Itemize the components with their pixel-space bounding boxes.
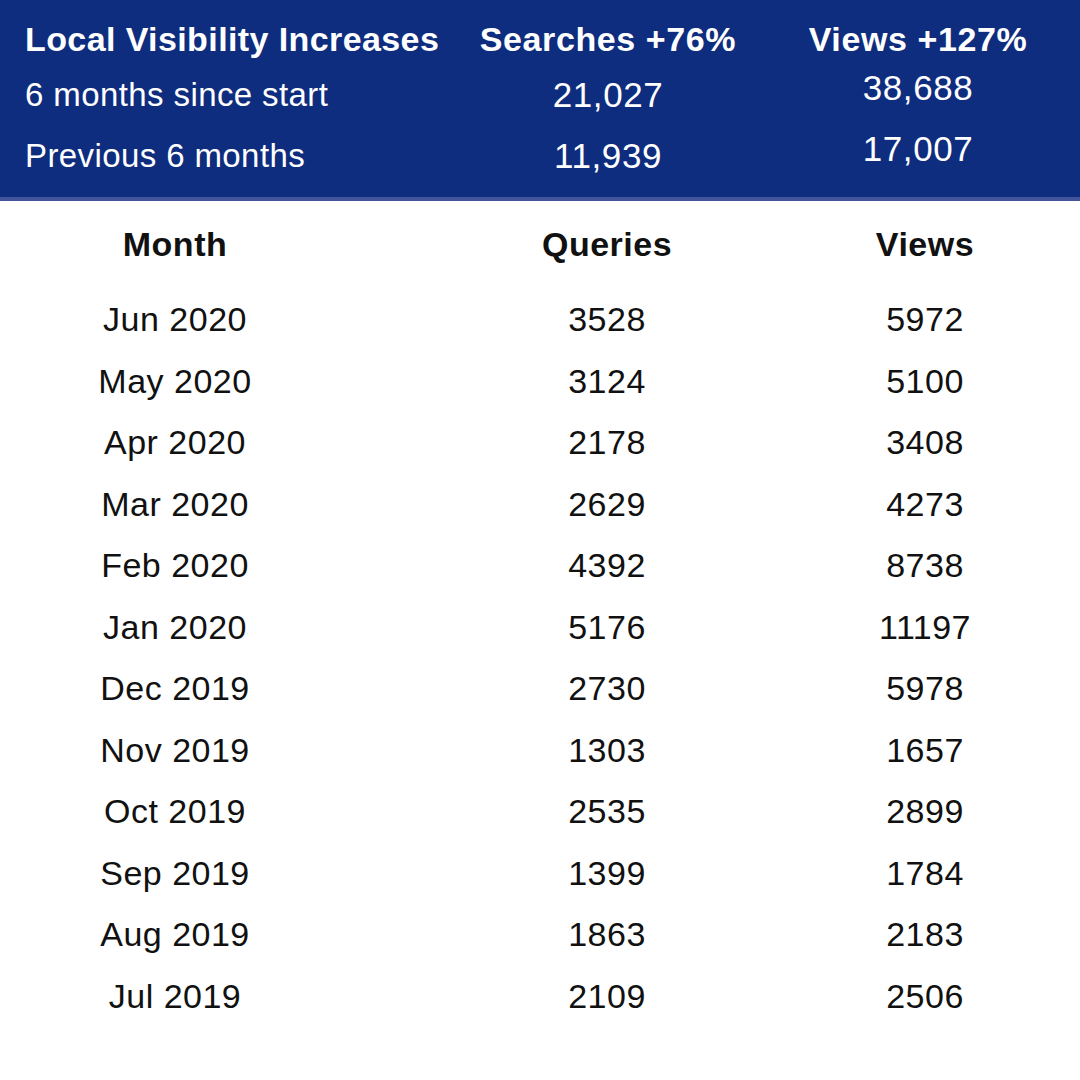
column-header-views: Views xyxy=(864,225,986,264)
summary-searches-value: 11,939 xyxy=(410,136,806,176)
month-cell: Sep 2019 xyxy=(0,854,350,893)
views-cell: 2506 xyxy=(864,977,986,1016)
month-cell: Mar 2020 xyxy=(0,485,350,524)
summary-row-since-start: 6 months since start 21,027 38,688 xyxy=(0,64,1080,125)
summary-row-label: 6 months since start xyxy=(0,76,410,114)
month-cell: May 2020 xyxy=(0,362,350,401)
searches-increase-header: Searches +76% xyxy=(410,20,806,59)
table-row: Oct 2019 2535 2899 xyxy=(0,781,1080,843)
table-row: Jul 2019 2109 2506 xyxy=(0,966,1080,1028)
month-cell: Jun 2020 xyxy=(0,300,350,339)
summary-title: Local Visibility Increases xyxy=(0,20,410,59)
queries-cell: 1399 xyxy=(350,854,864,893)
monthly-table: Month Queries Views Jun 2020 3528 5972 M… xyxy=(0,213,1080,1027)
table-row: Dec 2019 2730 5978 xyxy=(0,658,1080,720)
views-cell: 4273 xyxy=(864,485,986,524)
summary-row-previous: Previous 6 months 11,939 17,007 xyxy=(0,125,1080,186)
table-row: Jan 2020 5176 11197 xyxy=(0,597,1080,659)
queries-cell: 2109 xyxy=(350,977,864,1016)
views-cell: 1784 xyxy=(864,854,986,893)
queries-cell: 5176 xyxy=(350,608,864,647)
queries-cell: 2629 xyxy=(350,485,864,524)
views-cell: 11197 xyxy=(864,608,986,647)
views-increase-header: Views +127% xyxy=(806,20,1030,59)
queries-cell: 3124 xyxy=(350,362,864,401)
table-row: Jun 2020 3528 5972 xyxy=(0,289,1080,351)
views-cell: 1657 xyxy=(864,731,986,770)
queries-cell: 1863 xyxy=(350,915,864,954)
summary-row-label: Previous 6 months xyxy=(0,137,410,175)
month-cell: Feb 2020 xyxy=(0,546,350,585)
table-row: Mar 2020 2629 4273 xyxy=(0,474,1080,536)
table-row: Nov 2019 1303 1657 xyxy=(0,720,1080,782)
summary-views-value: 17,007 xyxy=(806,129,1030,169)
queries-cell: 2730 xyxy=(350,669,864,708)
queries-cell: 3528 xyxy=(350,300,864,339)
views-cell: 2899 xyxy=(864,792,986,831)
summary-header: Local Visibility Increases Searches +76%… xyxy=(0,0,1080,201)
local-visibility-infographic: Local Visibility Increases Searches +76%… xyxy=(0,0,1080,1080)
month-cell: Dec 2019 xyxy=(0,669,350,708)
queries-cell: 2535 xyxy=(350,792,864,831)
summary-title-row: Local Visibility Increases Searches +76%… xyxy=(0,14,1080,64)
table-row: Aug 2019 1863 2183 xyxy=(0,904,1080,966)
month-cell: Apr 2020 xyxy=(0,423,350,462)
summary-searches-value: 21,027 xyxy=(410,75,806,115)
table-row: Feb 2020 4392 8738 xyxy=(0,535,1080,597)
summary-views-value: 38,688 xyxy=(806,68,1030,108)
queries-cell: 2178 xyxy=(350,423,864,462)
views-cell: 5100 xyxy=(864,362,986,401)
queries-cell: 1303 xyxy=(350,731,864,770)
views-cell: 5978 xyxy=(864,669,986,708)
views-cell: 2183 xyxy=(864,915,986,954)
queries-cell: 4392 xyxy=(350,546,864,585)
column-header-queries: Queries xyxy=(350,225,864,264)
views-cell: 8738 xyxy=(864,546,986,585)
month-cell: Jul 2019 xyxy=(0,977,350,1016)
month-cell: Aug 2019 xyxy=(0,915,350,954)
table-row: Apr 2020 2178 3408 xyxy=(0,412,1080,474)
column-header-month: Month xyxy=(0,225,350,264)
month-cell: Oct 2019 xyxy=(0,792,350,831)
views-cell: 3408 xyxy=(864,423,986,462)
month-cell: Jan 2020 xyxy=(0,608,350,647)
table-header-row: Month Queries Views xyxy=(0,213,1080,275)
views-cell: 5972 xyxy=(864,300,986,339)
table-row: Sep 2019 1399 1784 xyxy=(0,843,1080,905)
table-row: May 2020 3124 5100 xyxy=(0,351,1080,413)
month-cell: Nov 2019 xyxy=(0,731,350,770)
